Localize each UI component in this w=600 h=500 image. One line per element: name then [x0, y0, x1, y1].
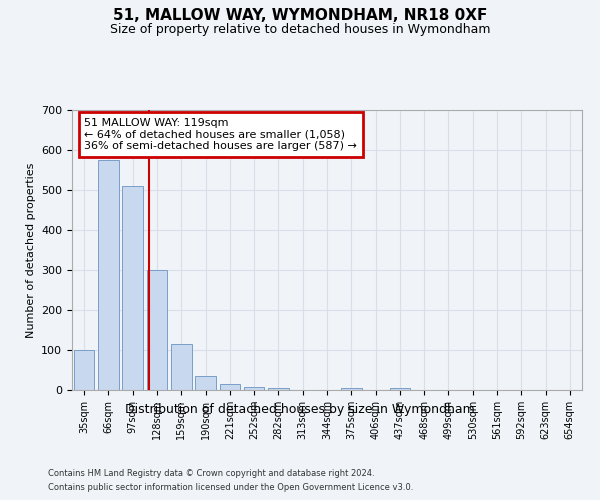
- Bar: [341, 388, 362, 390]
- Text: Contains public sector information licensed under the Open Government Licence v3: Contains public sector information licen…: [48, 484, 413, 492]
- Bar: [244, 387, 265, 390]
- Y-axis label: Number of detached properties: Number of detached properties: [26, 162, 35, 338]
- Bar: [122, 186, 143, 390]
- Bar: [171, 344, 191, 390]
- Bar: [74, 350, 94, 390]
- Text: 51, MALLOW WAY, WYMONDHAM, NR18 0XF: 51, MALLOW WAY, WYMONDHAM, NR18 0XF: [113, 8, 487, 22]
- Bar: [389, 388, 410, 390]
- Text: Contains HM Land Registry data © Crown copyright and database right 2024.: Contains HM Land Registry data © Crown c…: [48, 468, 374, 477]
- Bar: [98, 160, 119, 390]
- Bar: [268, 388, 289, 390]
- Text: Distribution of detached houses by size in Wymondham: Distribution of detached houses by size …: [125, 402, 475, 415]
- Text: 51 MALLOW WAY: 119sqm
← 64% of detached houses are smaller (1,058)
36% of semi-d: 51 MALLOW WAY: 119sqm ← 64% of detached …: [84, 118, 357, 151]
- Bar: [195, 376, 216, 390]
- Text: Size of property relative to detached houses in Wymondham: Size of property relative to detached ho…: [110, 22, 490, 36]
- Bar: [220, 384, 240, 390]
- Bar: [146, 270, 167, 390]
